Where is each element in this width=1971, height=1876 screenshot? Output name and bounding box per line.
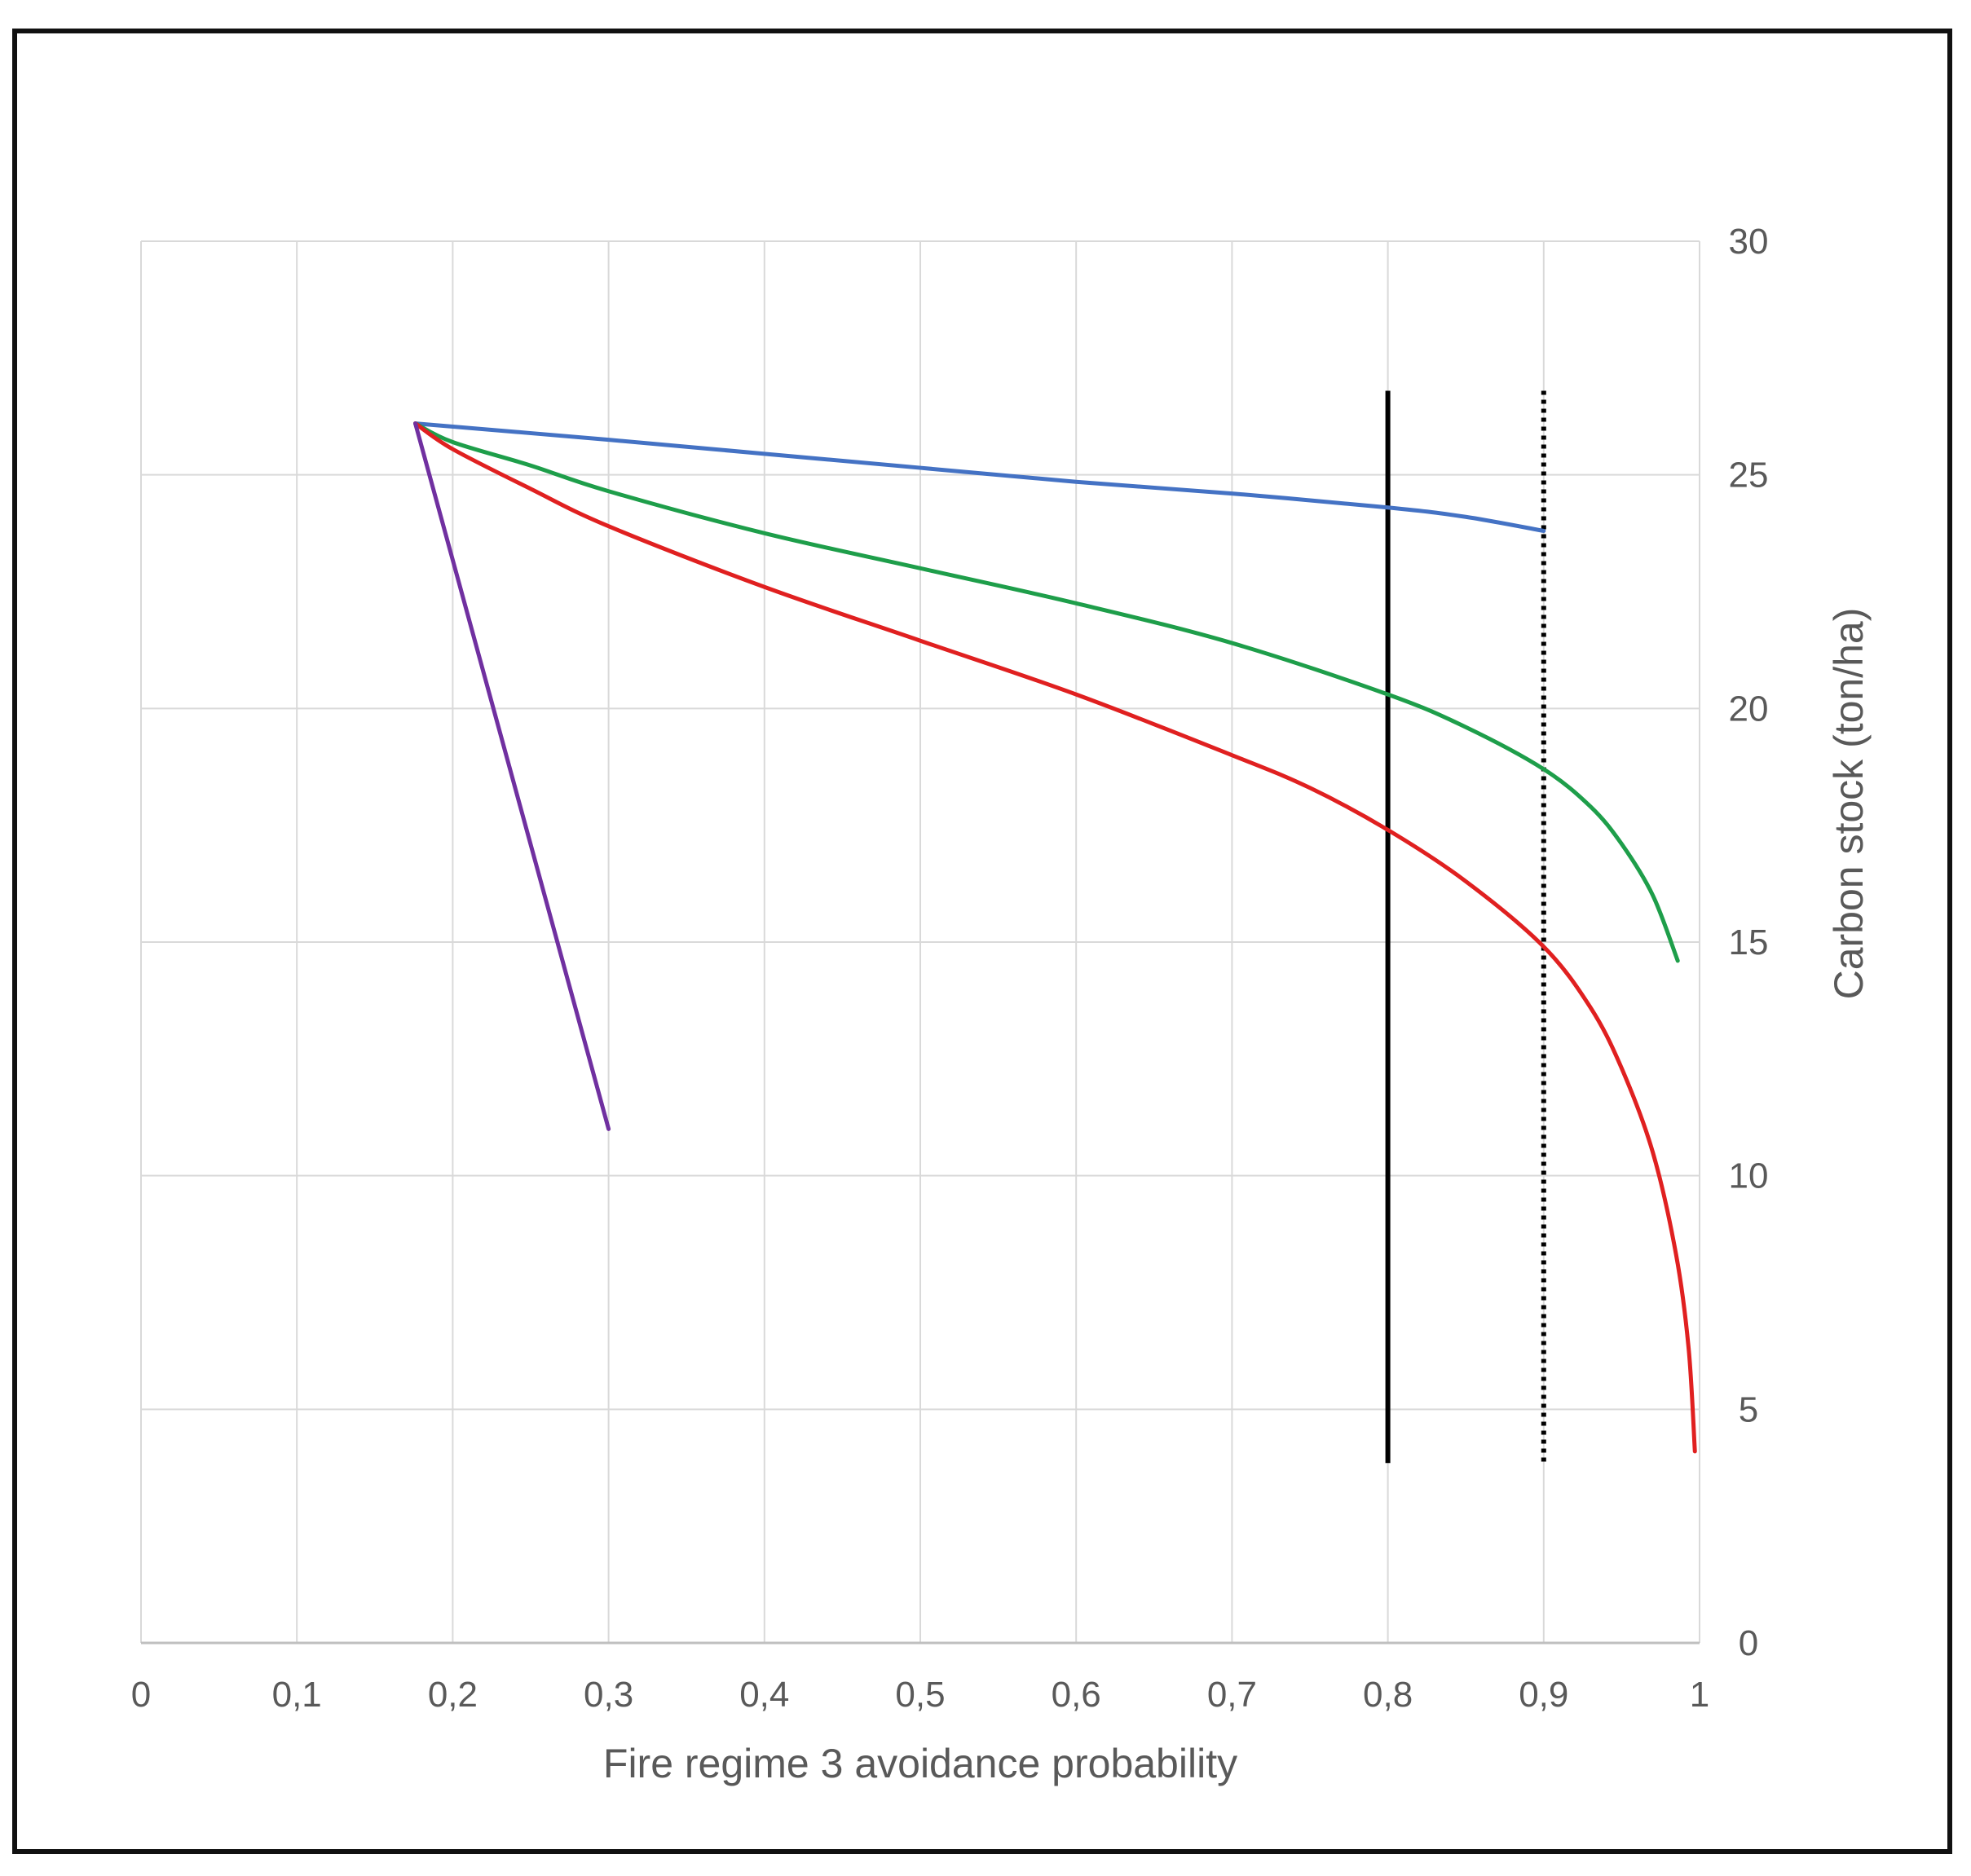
chart-frame: 0 0,1 0,2 0,3 0,4 0,5 0,6 0,7 0,8 0,9 1 0 5 10 15 20 25…	[12, 29, 1952, 1854]
reference-lines	[1385, 390, 1546, 1464]
data-series	[413, 421, 1697, 1454]
x-tick-label: 0,2	[428, 1675, 478, 1715]
x-tick-label: 0,9	[1519, 1675, 1568, 1715]
y-tick-label: 0	[1739, 1623, 1758, 1663]
series-line-4	[413, 421, 611, 1131]
series-line-1	[413, 421, 1546, 533]
horizontal-gridlines	[141, 240, 1700, 1411]
y-tick-label: 10	[1729, 1156, 1769, 1196]
x-tick-label: 0,3	[584, 1675, 633, 1715]
y-tick-label: 20	[1729, 689, 1769, 729]
series-line-2	[413, 421, 1680, 963]
x-tick-label: 0	[131, 1675, 151, 1715]
series-line-3	[413, 421, 1697, 1454]
x-tick-label: 0,4	[739, 1675, 789, 1715]
x-tick-label: 0,8	[1363, 1675, 1413, 1715]
y-tick-label: 30	[1729, 222, 1769, 262]
y-tick-label: 25	[1729, 456, 1769, 495]
line-chart: 0 0,1 0,2 0,3 0,4 0,5 0,6 0,7 0,8 0,9 1 0 5 10 15 20 25…	[131, 222, 1872, 1786]
x-tick-label: 0,5	[895, 1675, 945, 1715]
y-tick-label: 15	[1729, 923, 1769, 962]
y-axis-title: Carbon stock (ton/ha)	[1826, 608, 1872, 1000]
x-tick-label: 1	[1690, 1675, 1709, 1715]
x-tick-label: 0,6	[1052, 1675, 1101, 1715]
x-axis-title: Fire regime 3 avoidance probability	[603, 1741, 1237, 1786]
x-tick-label: 0,1	[272, 1675, 322, 1715]
x-tick-labels: 0 0,1 0,2 0,3 0,4 0,5 0,6 0,7 0,8 0,9 1	[131, 1675, 1709, 1715]
y-tick-label: 5	[1739, 1389, 1758, 1429]
x-tick-label: 0,7	[1207, 1675, 1257, 1715]
y-tick-labels: 0 5 10 15 20 25 30	[1729, 222, 1769, 1663]
